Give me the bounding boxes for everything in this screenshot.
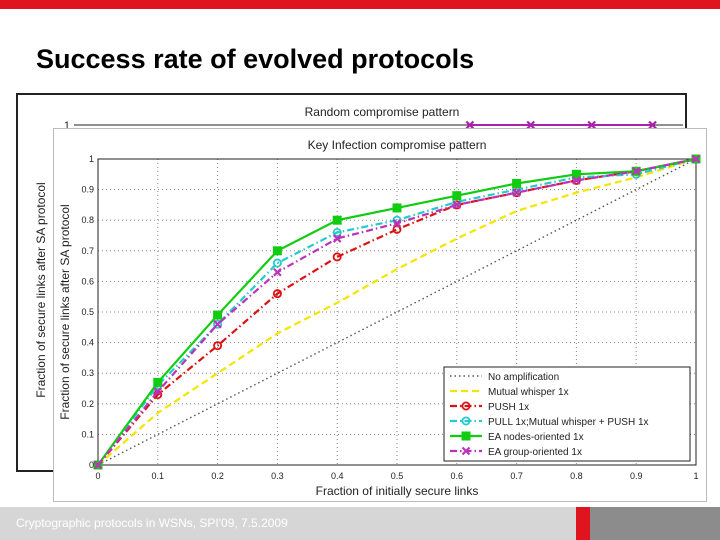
data-point bbox=[392, 224, 402, 234]
plot-area-frame bbox=[97, 158, 697, 466]
legend-item: PUSH 1x bbox=[450, 401, 529, 413]
x-tick-label: 0.6 bbox=[451, 471, 464, 481]
data-point bbox=[213, 341, 223, 351]
x-tick-label: 0.3 bbox=[271, 471, 284, 481]
y-tick-label: 1 bbox=[64, 120, 70, 132]
data-point bbox=[571, 169, 581, 179]
data-point bbox=[332, 215, 342, 225]
y-tick-label: 0.7 bbox=[81, 246, 94, 256]
legend-label: No amplification bbox=[488, 372, 559, 383]
y-tick-label: 0.8 bbox=[81, 215, 94, 225]
chart-title: Key Infection compromise pattern bbox=[308, 138, 487, 152]
data-point bbox=[272, 258, 282, 268]
y-tick-label: 0.5 bbox=[81, 307, 94, 317]
legend-marker bbox=[461, 401, 471, 411]
data-point bbox=[273, 267, 282, 277]
data-point bbox=[213, 319, 223, 329]
data-point bbox=[512, 188, 521, 197]
data-point bbox=[452, 200, 462, 210]
x-tick-label: 1 bbox=[693, 471, 698, 481]
legend-marker bbox=[461, 446, 471, 456]
data-point bbox=[691, 154, 701, 164]
x-tick-label: 0.1 bbox=[152, 471, 165, 481]
key-infection-chart: Key Infection compromise pattern Fractio… bbox=[58, 138, 701, 498]
series-group bbox=[97, 157, 697, 466]
data-point bbox=[572, 176, 581, 185]
y-axis-label: Fraction of secure links after SA protoc… bbox=[34, 182, 48, 397]
data-point bbox=[631, 166, 641, 176]
legend-item: No amplification bbox=[450, 372, 559, 383]
y-tick-label: 0.4 bbox=[81, 338, 94, 348]
y-tick-label: 1 bbox=[89, 154, 94, 164]
footer-gray-block bbox=[590, 507, 720, 540]
footer-caption: Cryptographic protocols in WSNs, SPI'09,… bbox=[16, 516, 288, 530]
y-tick-label: 0.1 bbox=[81, 429, 94, 439]
legend-box bbox=[443, 366, 691, 462]
data-point bbox=[392, 203, 402, 213]
data-point bbox=[465, 120, 475, 130]
x-axis-label: Fraction of initially secure links bbox=[316, 484, 479, 498]
data-point bbox=[93, 460, 103, 470]
legend-label: EA group-oriented 1x bbox=[488, 447, 582, 458]
y-tick-label: 0.3 bbox=[81, 368, 94, 378]
series-line bbox=[97, 157, 697, 466]
chart-title: Random compromise pattern bbox=[305, 105, 460, 119]
legend-label: EA nodes-oriented 1x bbox=[488, 432, 584, 443]
legend-marker bbox=[461, 416, 471, 426]
random-compromise-chart: Random compromise pattern Fraction of se… bbox=[34, 105, 683, 398]
footer-bar: Cryptographic protocols in WSNs, SPI'09,… bbox=[0, 507, 576, 540]
key-infection-figure: Key Infection compromise pattern Fractio… bbox=[53, 128, 707, 502]
legend-item: PULL 1x;Mutual whisper + PUSH 1x bbox=[450, 416, 649, 428]
legend-item: EA nodes-oriented 1x bbox=[450, 431, 584, 443]
data-point bbox=[512, 178, 522, 188]
x-tick-label: 0.4 bbox=[331, 471, 344, 481]
data-point bbox=[648, 120, 657, 130]
series-group bbox=[93, 154, 701, 470]
x-tick-label: 0.7 bbox=[510, 471, 523, 481]
legend-label: PUSH 1x bbox=[488, 402, 529, 413]
y-axis-label: Fraction of secure links after SA protoc… bbox=[58, 204, 72, 419]
x-tick-label: 0.5 bbox=[391, 471, 404, 481]
y-tick-label: 0.2 bbox=[81, 399, 94, 409]
legend-item: EA group-oriented 1x bbox=[450, 446, 582, 458]
data-point bbox=[392, 218, 402, 228]
x-tick-label: 0.2 bbox=[211, 471, 224, 481]
data-point bbox=[272, 246, 282, 256]
footer-red-block bbox=[576, 507, 590, 540]
legend-item: Mutual whisper 1x bbox=[450, 387, 569, 398]
legend-marker bbox=[461, 431, 471, 441]
top-accent-bar bbox=[0, 0, 720, 9]
data-point bbox=[452, 191, 462, 201]
y-tick-label: 0 bbox=[89, 460, 94, 470]
y-tick-label: 0.6 bbox=[81, 276, 94, 286]
data-point bbox=[332, 227, 342, 237]
data-point bbox=[332, 234, 342, 243]
slide-title: Success rate of evolved protocols bbox=[36, 44, 475, 74]
data-point bbox=[272, 289, 282, 299]
x-tick-label: 0.9 bbox=[630, 471, 643, 481]
x-tick-label: 0 bbox=[95, 471, 100, 481]
legend-label: Mutual whisper 1x bbox=[488, 387, 569, 398]
data-point bbox=[153, 377, 163, 387]
y-tick-label: 0.9 bbox=[81, 185, 94, 195]
data-point bbox=[332, 252, 342, 262]
data-point bbox=[213, 319, 222, 329]
data-point bbox=[587, 120, 596, 130]
data-point bbox=[153, 387, 163, 396]
data-point bbox=[213, 310, 223, 320]
x-tick-label: 0.8 bbox=[570, 471, 583, 481]
legend-label: PULL 1x;Mutual whisper + PUSH 1x bbox=[488, 417, 649, 428]
data-point bbox=[526, 120, 536, 130]
